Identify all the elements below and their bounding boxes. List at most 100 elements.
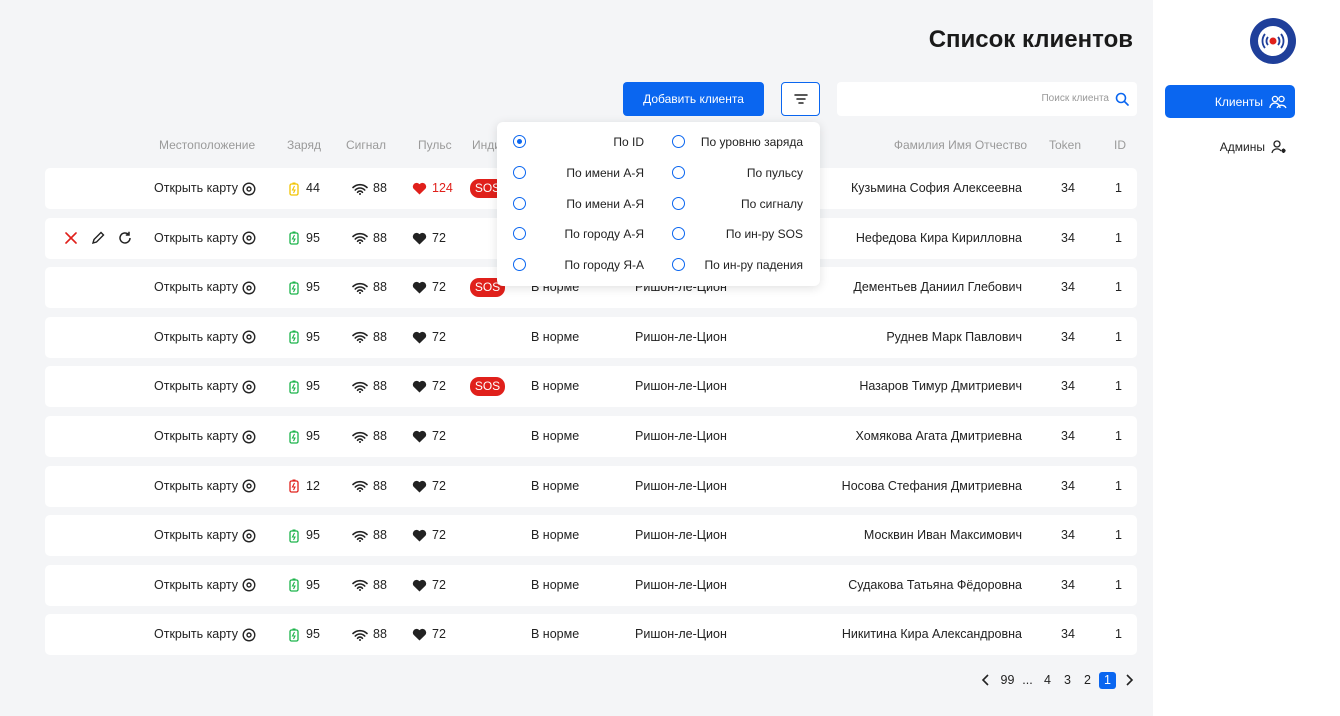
heart-icon (412, 182, 427, 195)
page-number[interactable]: 99 (1000, 672, 1015, 687)
radio-button[interactable] (513, 165, 526, 179)
radio-button[interactable] (672, 196, 685, 210)
search-icon (1115, 92, 1129, 106)
location-cell[interactable]: Открыть карту (154, 267, 256, 308)
charge-cell: 44 (289, 168, 320, 209)
table-row[interactable]: Открыть карту 95 88 72 SOS В норме Ришон-ле-Ци… (45, 267, 1137, 309)
pin-icon (242, 330, 256, 344)
table-row[interactable]: Открыть карту 95 88 72 SOS В норме Ришон-ле-Ци… (45, 366, 1137, 408)
city-cell: Ришон-ле-Цион (635, 577, 727, 592)
location-link[interactable]: Открыть карту (154, 181, 239, 195)
signal-cell: 88 (352, 317, 387, 358)
filter-button[interactable] (781, 82, 820, 116)
battery-icon (289, 479, 299, 493)
sort-option[interactable]: По ин-ру падения (704, 258, 803, 272)
radio-button[interactable] (672, 258, 685, 271)
heart-icon (412, 529, 427, 542)
battery-icon (289, 529, 299, 543)
nav-item[interactable]: Админы (1165, 130, 1295, 163)
radio-button[interactable] (672, 135, 685, 148)
sos-badge: SOS (470, 278, 505, 298)
pin-icon (242, 181, 256, 196)
location-link[interactable]: Открыть карту (154, 429, 239, 443)
battery-icon-svg (289, 578, 299, 592)
location-cell[interactable]: Открыть карту (154, 218, 256, 259)
charge-cell: 95 (289, 614, 320, 655)
location-cell[interactable]: Открыть карту (154, 515, 256, 556)
location-link[interactable]: Открыть карту (154, 528, 239, 543)
sort-option[interactable]: По ин-ру SOS (725, 227, 803, 242)
signal-value: 88 (373, 181, 387, 195)
nav-item[interactable]: Клиенты (1165, 85, 1295, 118)
radio-button[interactable] (513, 258, 526, 271)
sort-option[interactable]: По пульсу (746, 165, 803, 180)
pin-icon (242, 578, 256, 592)
page-number[interactable]: 2 (1084, 672, 1091, 687)
location-link[interactable]: Открыть карту (154, 230, 239, 245)
radio-button[interactable] (513, 196, 526, 210)
token-cell: 34 (1061, 329, 1075, 344)
id-cell: 1 (1115, 577, 1122, 592)
charge-value: 95 (306, 528, 320, 543)
location-link[interactable]: Открыть карту (154, 577, 239, 592)
table-row[interactable]: Открыть карту 95 88 72 В норме Ришон-ле-Цион М… (45, 515, 1137, 557)
sort-option[interactable]: По имени А-Я (566, 196, 644, 211)
signal-value: 88 (373, 478, 387, 493)
sort-option[interactable]: По городу Я-А (564, 258, 644, 272)
edit-icon-button[interactable] (91, 218, 105, 259)
refresh-icon (118, 231, 132, 245)
location-link[interactable]: Открыть карту (154, 478, 239, 493)
sort-option[interactable]: По городу А-Я (564, 227, 644, 242)
prev-page[interactable] (976, 673, 996, 687)
table-row[interactable]: Открыть карту 95 88 72 В норме Ришон-ле-Цион Н… (45, 614, 1137, 656)
refresh-icon-button[interactable] (118, 218, 132, 259)
table-row[interactable]: Открыть карту 12 88 72 В норме Ришон-ле-Цион Н… (45, 465, 1137, 507)
add-client-button[interactable]: Добавить клиента (623, 82, 764, 116)
location-cell[interactable]: Открыть карту (154, 416, 256, 457)
wifi-icon-svg (352, 381, 368, 393)
radio-button[interactable] (513, 227, 526, 241)
page-number[interactable]: 3 (1064, 672, 1071, 687)
location-cell[interactable]: Открыть карту (154, 565, 256, 606)
name-cell: Судакова Татьяна Фёдоровна (848, 577, 1022, 592)
name-cell: Хомякова Агата Дмитриевна (855, 429, 1022, 443)
sort-option[interactable]: По ID (613, 135, 644, 149)
name-cell: Дементьев Даниил Глебович (853, 280, 1022, 295)
radio-button[interactable] (513, 135, 526, 148)
location-cell[interactable]: Открыть карту (154, 168, 256, 209)
column-header: Пульс (418, 138, 452, 152)
signal-value: 88 (373, 528, 387, 543)
delete-icon-button[interactable] (65, 218, 77, 259)
location-link[interactable]: Открыть карту (154, 329, 239, 344)
table-row[interactable]: Открыть карту 95 88 72 В норме Ришон-ле-Цион Р… (45, 316, 1137, 358)
pulse-cell: 72 (412, 466, 446, 507)
location-cell[interactable]: Открыть карту (154, 614, 256, 655)
location-link[interactable]: Открыть карту (154, 379, 239, 394)
pulse-value: 124 (432, 181, 453, 195)
pin-icon (242, 380, 256, 394)
radio-button[interactable] (672, 227, 685, 241)
location-cell[interactable]: Открыть карту (154, 466, 256, 507)
sort-option[interactable]: По имени А-Я (566, 165, 644, 180)
filter-icon (793, 94, 808, 104)
page-number[interactable]: 4 (1044, 672, 1051, 687)
heart-icon-svg (412, 381, 427, 393)
location-cell[interactable]: Открыть карту (154, 366, 256, 407)
page-number[interactable]: ... (1022, 672, 1033, 687)
token-cell: 34 (1061, 181, 1075, 195)
next-page[interactable] (1119, 673, 1139, 687)
sort-option[interactable]: По сигналу (740, 196, 803, 211)
search-box[interactable]: Поиск клиента (837, 82, 1137, 116)
table-row[interactable]: Открыть карту 95 88 72 В норме Ришон-ле-Цион С… (45, 564, 1137, 606)
location-cell[interactable]: Открыть карту (154, 317, 256, 358)
pin-icon-svg (242, 479, 256, 493)
location-link[interactable]: Открыть карту (154, 280, 239, 295)
location-link[interactable]: Открыть карту (154, 627, 239, 642)
wifi-icon-svg (352, 480, 368, 493)
sort-option[interactable]: По уровню заряда (700, 135, 803, 149)
nav-icon-svg (1271, 139, 1286, 153)
page-number[interactable]: 1 (1099, 671, 1116, 689)
pulse-cell: 72 (412, 366, 446, 407)
table-row[interactable]: Открыть карту 95 88 72 В норме Ришон-ле-Цион Х… (45, 416, 1137, 457)
radio-button[interactable] (672, 165, 685, 179)
